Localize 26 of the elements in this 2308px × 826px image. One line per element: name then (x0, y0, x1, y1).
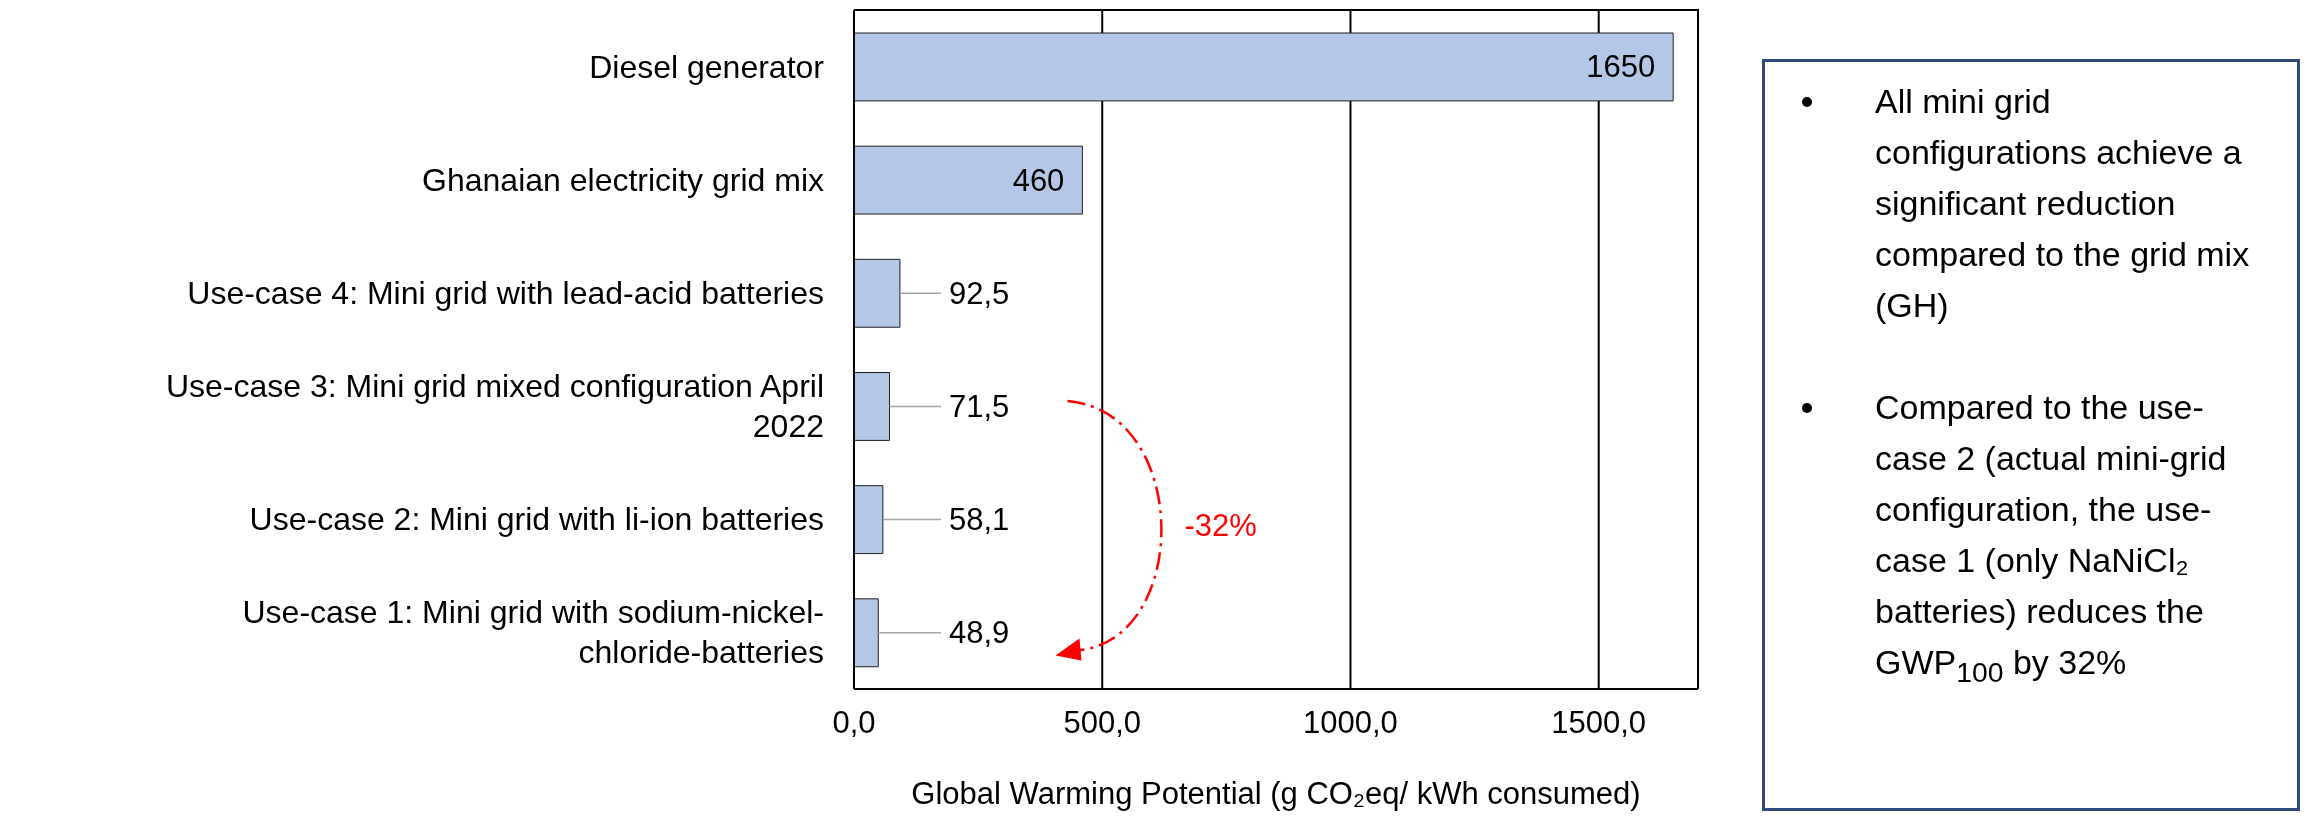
y-tick-label: Use-case 4: Mini grid with lead-acid batteries (187, 274, 824, 311)
bar (854, 258, 901, 328)
y-tick-label: Ghanaian electricity grid mix (422, 161, 824, 198)
data-label: 58,1 (949, 502, 1010, 538)
bar (854, 372, 890, 441)
x-axis-title: Global Warming Potential (g CO₂eq/ kWh consumed) (911, 776, 1641, 811)
data-label: 460 (1012, 162, 1065, 198)
bar (854, 598, 879, 668)
data-label: 92,5 (949, 275, 1010, 311)
y-tick-label: Diesel generator (589, 48, 825, 85)
y-tick-label: Use-case 3: Mini grid mixed configuration April 2022 (165, 368, 824, 445)
text: Compared to the use-case 2 (actual mini-grid configuration, the use-case 1 (only NaNiCl₂ batteries) reduces the GWP$_{100}$ by 32% (1875, 387, 2228, 690)
bar (854, 485, 884, 555)
y-tick-label: Use-case 2: Mini grid with li-ion batteries (249, 501, 824, 538)
y-tick-label: Use-case 1: Mini grid with sodium-nickel-chloride-batteries (242, 594, 824, 671)
annotation: -32% (1184, 508, 1257, 544)
x-tick-label: 1000,0 (1303, 705, 1398, 741)
data-label: 1650 (1586, 49, 1656, 85)
bar (854, 32, 1674, 102)
bar (854, 145, 1083, 215)
x-tick-label: 1500,0 (1551, 705, 1647, 741)
x-tick-label: 0,0 (832, 705, 876, 741)
x-tick-label: 500,0 (1063, 705, 1142, 741)
data-label: 48,9 (949, 615, 1010, 651)
text: All mini grid configurations achieve a significant reduction compared to the grid mix (GH) (1875, 81, 2251, 326)
data-label: 71,5 (949, 388, 1010, 424)
